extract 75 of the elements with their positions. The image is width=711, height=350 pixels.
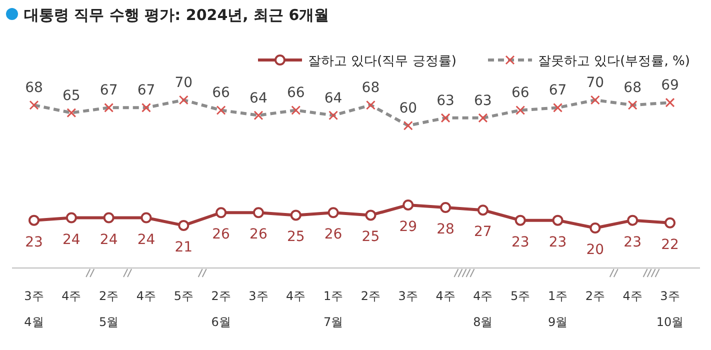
point [590, 222, 601, 234]
data-label: 26 [250, 226, 268, 243]
data-label: 65 [62, 88, 80, 104]
chart-title: 대통령 직무 수행 평가: 2024년, 최근 6개월 [24, 6, 330, 24]
x-tick-label: 3주 10월 [656, 289, 684, 329]
data-label: 66 [212, 85, 230, 102]
data-label: 23 [624, 234, 642, 250]
data-label: 70 [174, 75, 193, 91]
point [252, 207, 264, 218]
data-label: 68 [25, 80, 43, 96]
x-tick-label: 3주 [248, 289, 268, 303]
x-tick-label: 1주 7월 [323, 289, 344, 329]
x-tick-label: 2주 5월 [99, 289, 119, 329]
point [66, 212, 77, 224]
data-label: 64 [324, 90, 342, 106]
x-tick-label: 4주 [286, 289, 306, 303]
data-label: 26 [324, 226, 342, 243]
data-label: 68 [362, 80, 380, 96]
data-label: 68 [624, 80, 642, 96]
point [103, 212, 114, 224]
point [28, 214, 40, 226]
data-label: 67 [548, 82, 567, 99]
point [140, 212, 152, 224]
x-tick-label: 4주 [136, 289, 156, 303]
data-label: 27 [474, 224, 492, 240]
x-tick-label: 2주 6월 [211, 289, 231, 329]
x-tick-label: 3주 4월 [24, 289, 44, 329]
data-label: 28 [436, 222, 454, 238]
x-tick-label: 4주 8월 [473, 289, 493, 329]
data-label: 23 [511, 234, 530, 250]
data-label: 26 [212, 226, 230, 243]
point [402, 199, 414, 210]
data-label: 64 [250, 90, 268, 106]
x-tick-label: 5주 [174, 289, 194, 303]
data-label: 23 [548, 234, 567, 250]
data-label: 66 [286, 85, 305, 102]
point [514, 214, 526, 226]
data-label: 67 [137, 82, 156, 99]
data-label: 63 [436, 92, 454, 109]
data-label: 24 [100, 232, 118, 248]
data-label: 22 [661, 236, 679, 253]
data-label: 67 [100, 82, 118, 99]
point [664, 217, 676, 228]
x-tick-label: 5주 [510, 289, 530, 303]
x-tick-label: 2주 [585, 289, 605, 303]
point [477, 204, 488, 216]
point [216, 207, 227, 218]
legend-label: 잘못하고 있다(부정률, %) [538, 54, 690, 69]
point [178, 220, 190, 231]
data-label: 66 [511, 85, 530, 102]
data-label: 20 [586, 242, 604, 258]
data-label: 29 [399, 218, 418, 235]
data-label: 70 [586, 75, 604, 91]
data-label: 69 [661, 78, 679, 94]
point [365, 210, 376, 221]
x-tick-label: 2주 [360, 289, 381, 303]
point [440, 202, 452, 214]
data-label: 21 [174, 239, 193, 256]
point [552, 214, 564, 226]
legend-label: 잘하고 있다(직무 긍정률) [308, 54, 456, 69]
data-label: 25 [286, 229, 305, 246]
point [328, 207, 339, 218]
point [290, 210, 302, 221]
data-label: 60 [399, 100, 418, 117]
data-label: 24 [137, 232, 156, 248]
x-tick-label: 4주 [622, 289, 642, 303]
x-tick-label: 3주 [398, 289, 418, 303]
data-label: 23 [25, 234, 43, 250]
x-tick-label: 4주 [436, 289, 456, 303]
point [627, 214, 638, 226]
data-label: 24 [62, 232, 80, 248]
x-tick-label: 1주 9월 [548, 289, 568, 329]
data-label: 63 [474, 92, 492, 109]
data-label: 25 [362, 229, 380, 246]
x-tick-label: 4주 [62, 289, 82, 303]
